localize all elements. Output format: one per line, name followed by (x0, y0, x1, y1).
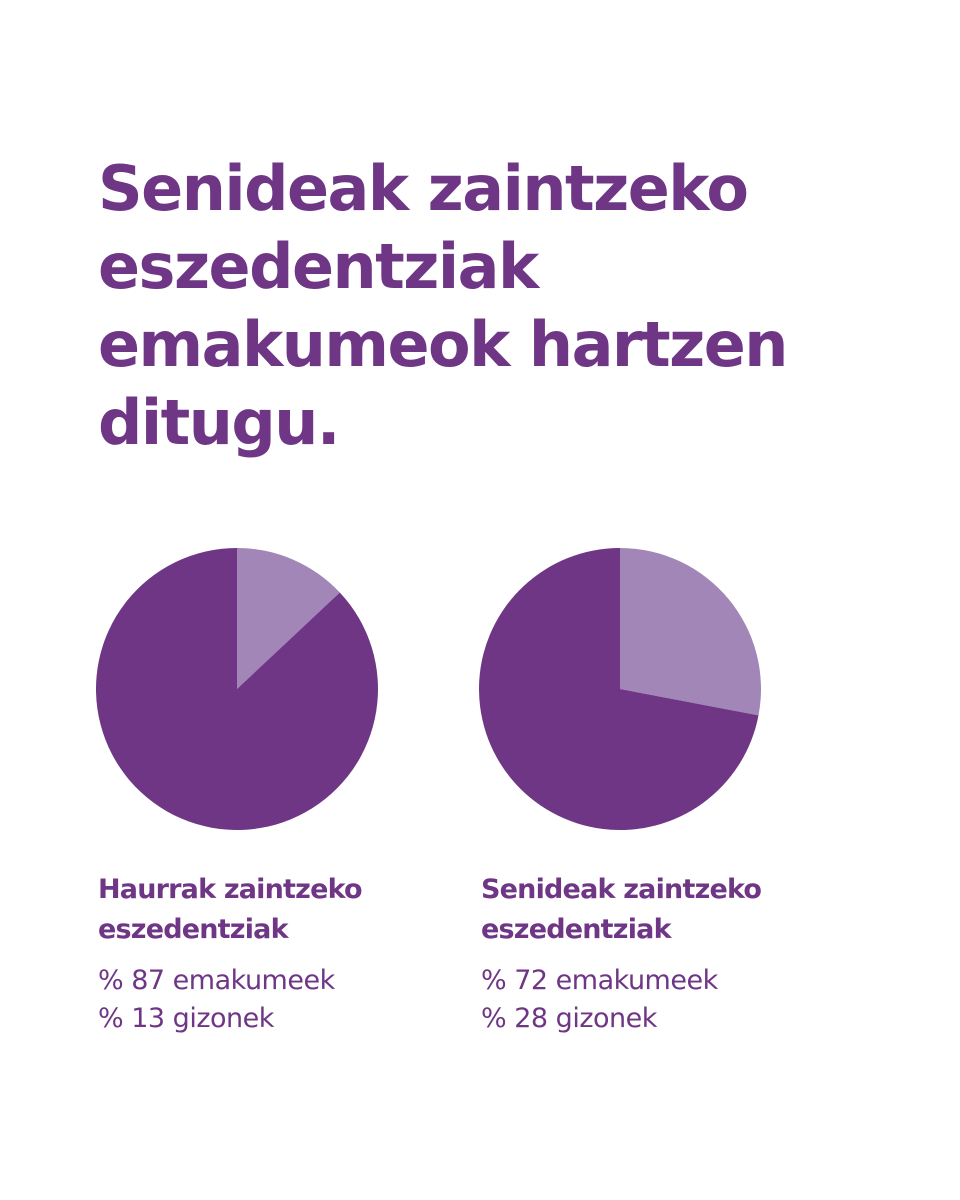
pie-slice-emakumeek (479, 548, 759, 830)
chart-stats: % 72 emakumeek % 28 gizonek (481, 962, 819, 1038)
chart-stats: % 87 emakumeek % 13 gizonek (98, 962, 436, 1038)
stat-men: % 13 gizonek (98, 1003, 274, 1034)
headline-line-3: emakumeok hartzen (98, 308, 788, 381)
headline-line-1: Senideak zaintzeko (98, 152, 749, 225)
headline-line-4: ditugu. (98, 386, 340, 459)
pie-chart-family-care: Senideak zaintzeko eszedentziak % 72 ema… (479, 548, 819, 1038)
chart-title-line-1: Senideak zaintzeko (481, 874, 762, 905)
page-headline: Senideak zaintzeko eszedentziak emakumeo… (98, 150, 878, 462)
pie-slice-gizonek (620, 548, 761, 716)
pie-slice-emakumeek (96, 548, 378, 830)
stat-women: % 72 emakumeek (481, 965, 718, 996)
chart-title: Senideak zaintzeko eszedentziak (481, 870, 819, 950)
chart-title-line-2: eszedentziak (481, 914, 672, 945)
chart-title-line-2: eszedentziak (98, 914, 289, 945)
chart-title-line-1: Haurrak zaintzeko (98, 874, 363, 905)
headline-line-2: eszedentziak (98, 230, 539, 303)
chart-title: Haurrak zaintzeko eszedentziak (98, 870, 436, 950)
stat-women: % 87 emakumeek (98, 965, 335, 996)
stat-men: % 28 gizonek (481, 1003, 657, 1034)
pie-chart-svg (96, 548, 378, 830)
pie-chart-svg (479, 548, 761, 830)
pie-slice-gizonek (237, 548, 340, 689)
pie-chart-children-care: Haurrak zaintzeko eszedentziak % 87 emak… (96, 548, 436, 1038)
